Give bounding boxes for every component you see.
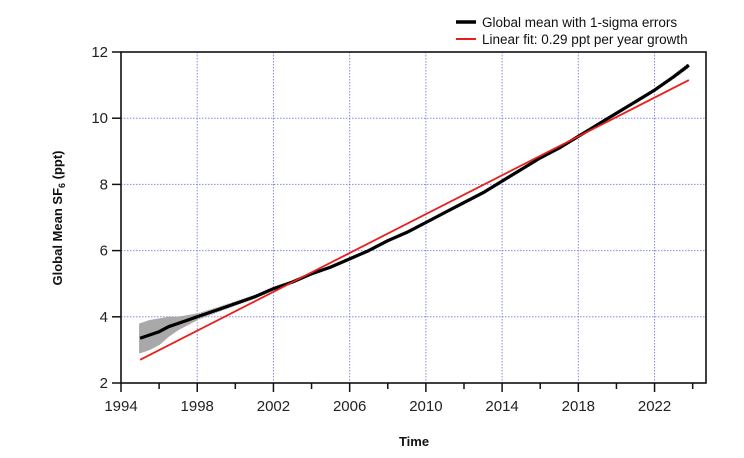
y-tick-label: 8 — [100, 176, 108, 193]
legend: Global mean with 1-sigma errors Linear f… — [456, 15, 688, 47]
y-tick-label: 10 — [91, 110, 108, 127]
x-axis: 1994 1998 2002 2006 2010 2014 2018 2022 — [104, 383, 694, 415]
series-lines — [139, 63, 690, 361]
x-tick-label: 2010 — [409, 398, 442, 415]
y-axis-title-main: Global Mean SF — [50, 188, 65, 286]
y-tick-label: 4 — [100, 309, 108, 326]
x-axis-title: Time — [399, 434, 429, 449]
y-axis: 2 4 6 8 10 12 — [91, 44, 121, 392]
y-axis-title-unit: (ppt) — [50, 150, 65, 182]
y-axis-title: Global Mean SF6 (ppt) — [50, 150, 67, 285]
legend-label-global-mean: Global mean with 1-sigma errors — [482, 15, 677, 30]
x-tick-label: 2002 — [257, 398, 290, 415]
series-line-linear-fit — [139, 79, 690, 361]
y-axis-title-subscript: 6 — [57, 183, 67, 188]
series-line-global-mean — [139, 63, 690, 340]
y-tick-label: 2 — [100, 375, 108, 392]
x-tick-label: 2006 — [333, 398, 366, 415]
legend-label-linear-fit: Linear fit: 0.29 ppt per year growth — [482, 32, 688, 47]
plot-frame — [120, 51, 707, 384]
grid-lines — [120, 51, 706, 384]
x-tick-label: 1998 — [181, 398, 214, 415]
y-tick-label: 6 — [100, 243, 108, 260]
x-tick-label: 2022 — [638, 398, 671, 415]
x-tick-label: 2014 — [485, 398, 518, 415]
y-tick-label: 12 — [91, 44, 108, 61]
x-tick-label: 2018 — [562, 398, 595, 415]
x-tick-label: 1994 — [104, 398, 137, 415]
